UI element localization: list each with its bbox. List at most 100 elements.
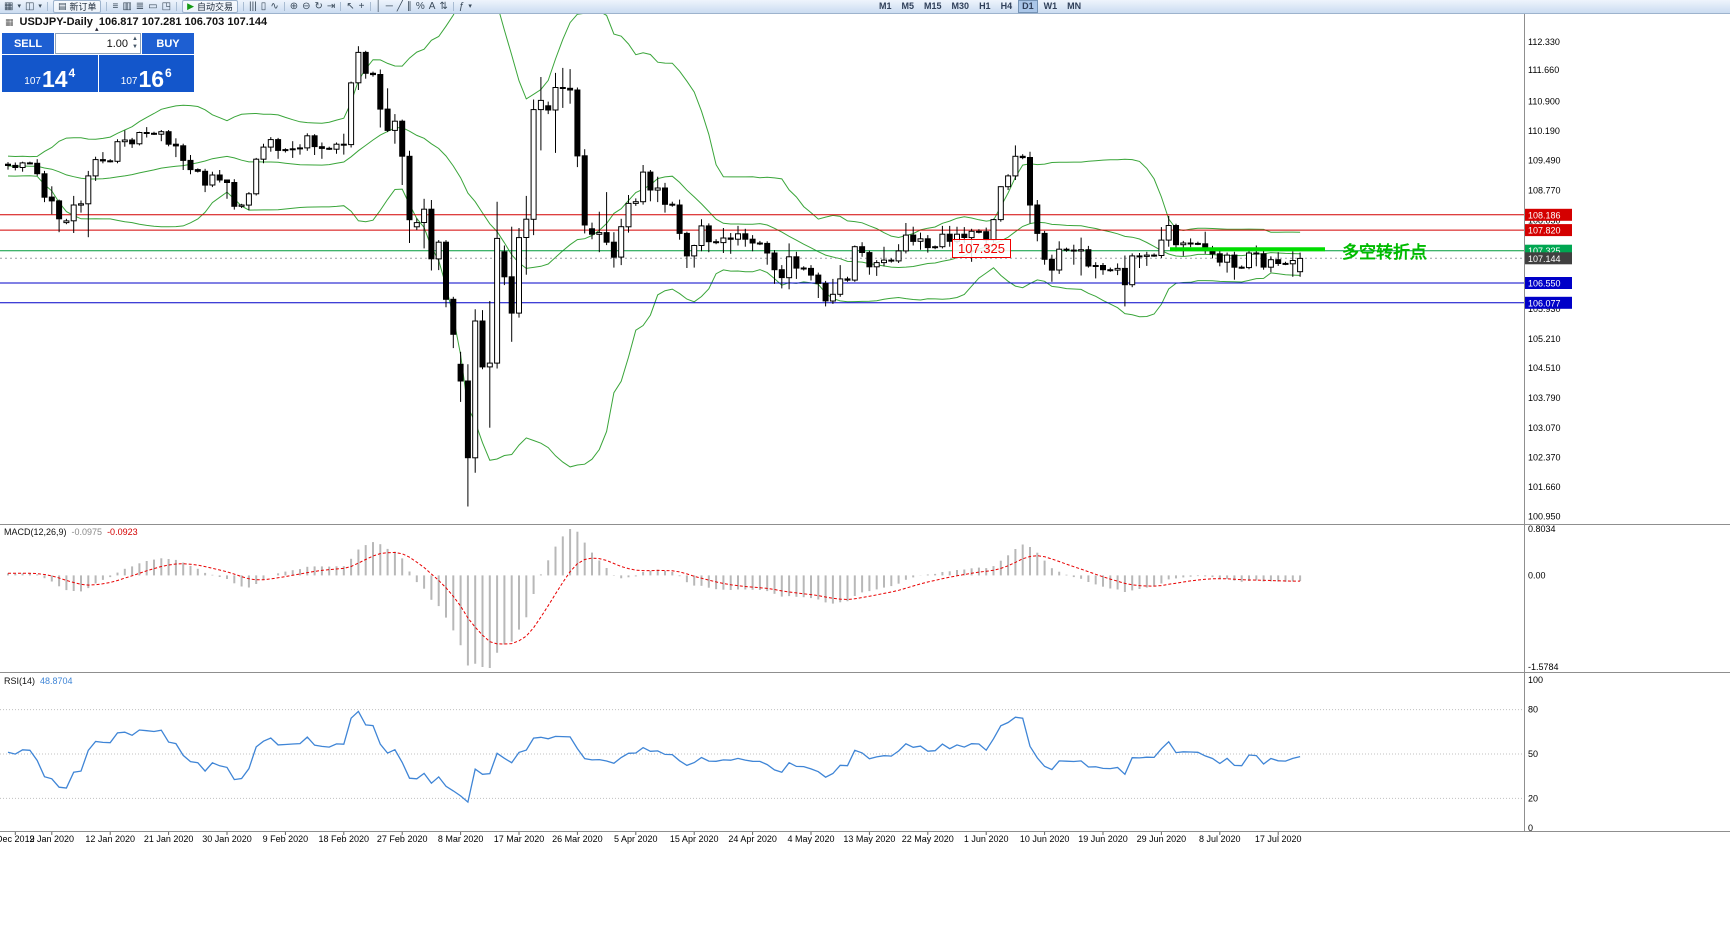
zoom-out-icon[interactable]: ⊖ <box>302 0 311 12</box>
new-order-button[interactable]: ▤ 新订单 <box>52 0 102 13</box>
rsi-axis: 100 80 50 20 0 <box>1528 675 1543 833</box>
svg-text:0: 0 <box>1528 823 1533 833</box>
svg-text:20: 20 <box>1528 793 1538 803</box>
timeframe-m15-button[interactable]: M15 <box>924 1 942 11</box>
toolbar-separator <box>452 2 454 11</box>
turning-point-label[interactable]: 多空转折点 <box>1342 243 1427 263</box>
svg-text:109.490: 109.490 <box>1528 155 1561 165</box>
toolbar-separator <box>340 2 342 11</box>
buy-button[interactable]: BUY <box>142 33 194 54</box>
panel-separators <box>0 13 1730 832</box>
sell-price-button[interactable]: 107 14 4 <box>2 55 98 92</box>
toolbar-left-group: ▦ ▾ ◫ ▾ ▤ 新订单 ≡ ▥ ≣ ▭ ◳ ▶ 自动交易 ||| ▯ ∿ ⊕ ⊖ ↻ ⇥ ↖ + │ ─ ╱ ∥% A ⇅ ƒ ▾ <box>2 0 474 13</box>
strategy-tester-icon[interactable]: ◳ <box>161 0 172 12</box>
buy-price-button[interactable]: 107 16 6 <box>98 55 194 92</box>
vertical-line-icon[interactable]: │ <box>375 0 382 12</box>
svg-text:9 Feb 2020: 9 Feb 2020 <box>263 834 309 844</box>
bid-sup: 4 <box>68 66 76 80</box>
macd-indicator-label: MACD(12,26,9) -0.0975 -0.0923 <box>4 527 138 537</box>
bid-base: 107 <box>24 76 41 87</box>
navigator-icon[interactable]: ≣ <box>135 0 145 12</box>
data-window-icon[interactable]: ▥ <box>122 0 132 12</box>
timeframe-w1-button[interactable]: W1 <box>1043 1 1058 11</box>
svg-text:17 Jul 2020: 17 Jul 2020 <box>1255 834 1302 844</box>
candlestick-chart-icon[interactable]: ▯ <box>260 0 267 12</box>
ask-sup: 6 <box>165 66 172 80</box>
one-click-collapse-arrow[interactable]: ▴ <box>95 26 99 33</box>
auto-trading-button-icon: ▶ <box>187 1 194 11</box>
macd-signal-value: -0.0923 <box>107 527 138 537</box>
indicators-icon[interactable]: ƒ <box>458 0 465 12</box>
svg-text:100: 100 <box>1528 675 1543 685</box>
svg-text:0.00: 0.00 <box>1528 570 1546 580</box>
svg-text:26 Mar 2020: 26 Mar 2020 <box>552 834 603 844</box>
svg-text:30 Jan 2020: 30 Jan 2020 <box>202 834 252 844</box>
toolbar-separator <box>106 2 108 11</box>
horizontal-line-icon[interactable]: ─ <box>385 0 393 12</box>
rsi-indicator-label: RSI(14) 48.8704 <box>4 676 73 686</box>
svg-text:108.186: 108.186 <box>1528 210 1561 220</box>
svg-text:4 May 2020: 4 May 2020 <box>787 834 834 844</box>
svg-text:-1.5784: -1.5784 <box>1528 662 1559 672</box>
profiles-dropdown-icon[interactable]: ▾ <box>38 2 42 10</box>
market-watch-icon[interactable]: ≡ <box>112 0 119 12</box>
new-chart-icon[interactable]: ▦ <box>4 0 14 12</box>
rsi-level-lines <box>0 709 1524 799</box>
symbol-name: USDJPY-Daily <box>19 16 93 28</box>
svg-text:29 Jun 2020: 29 Jun 2020 <box>1137 834 1187 844</box>
line-chart-icon[interactable]: ∿ <box>270 0 279 12</box>
sell-button[interactable]: SELL <box>2 33 54 54</box>
timeframe-m30-button[interactable]: M30 <box>951 1 970 11</box>
svg-text:13 May 2020: 13 May 2020 <box>843 834 895 844</box>
svg-text:Dec 2019: Dec 2019 <box>0 834 35 844</box>
symbol-ohlc: 106.817 107.281 106.703 107.144 <box>98 16 268 28</box>
timeframe-mn-button[interactable]: MN <box>1067 1 1082 11</box>
timeframe-m5-button[interactable]: M5 <box>901 1 915 11</box>
svg-text:110.190: 110.190 <box>1528 126 1560 136</box>
timeframe-h4-button[interactable]: H4 <box>1000 1 1013 11</box>
timeframe-d1-button[interactable]: D1 <box>1018 0 1038 13</box>
text-label-icon[interactable]: A <box>428 0 436 12</box>
svg-text:17 Mar 2020: 17 Mar 2020 <box>494 834 545 844</box>
svg-text:18 Feb 2020: 18 Feb 2020 <box>319 834 370 844</box>
svg-text:1 Jun 2020: 1 Jun 2020 <box>964 834 1009 844</box>
auto-scroll-icon[interactable]: ↻ <box>314 0 323 12</box>
price-level-annotation[interactable]: 107.325 <box>952 239 1011 258</box>
svg-text:106.550: 106.550 <box>1528 279 1561 289</box>
volume-spinner[interactable]: ▲ ▼ <box>132 36 138 50</box>
macd-main-value: -0.0975 <box>71 527 103 537</box>
timeframe-h1-button[interactable]: H1 <box>979 1 991 11</box>
price-axis[interactable]: 112.330 111.660 110.900 110.190 109.490 108.7… <box>1525 37 1572 522</box>
chart-shift-icon[interactable]: ⇥ <box>326 0 336 12</box>
svg-text:106.077: 106.077 <box>1528 298 1561 308</box>
svg-text:50: 50 <box>1528 749 1538 759</box>
fibonacci-icon[interactable]: % <box>415 0 425 12</box>
volume-input[interactable]: 1.00 ▲ ▼ <box>55 33 141 54</box>
cursor-icon[interactable]: ↖ <box>346 0 355 12</box>
svg-text:105.930: 105.930 <box>1528 304 1561 314</box>
macd-signal-line <box>8 551 1301 645</box>
profiles-icon[interactable]: ◫ <box>24 0 35 12</box>
toolbar-separator <box>176 2 178 11</box>
channel-icon[interactable]: ∥ <box>406 0 412 12</box>
indicators-dropdown-icon[interactable]: ▾ <box>468 2 472 10</box>
auto-trading-button[interactable]: ▶ 自动交易 <box>182 0 238 13</box>
terminal-icon[interactable]: ▭ <box>148 0 158 12</box>
zoom-in-icon[interactable]: ⊕ <box>289 0 299 12</box>
arrows-icon[interactable]: ⇅ <box>439 0 448 12</box>
chart-dropdown-icon[interactable]: ▾ <box>17 2 21 10</box>
bid-big: 14 <box>41 66 68 92</box>
auto-trading-button-label: 自动交易 <box>196 2 233 12</box>
new-order-button-label: 新订单 <box>69 2 97 12</box>
svg-text:101.660: 101.660 <box>1528 482 1561 492</box>
svg-text:103.070: 103.070 <box>1528 423 1561 433</box>
crosshair-icon[interactable]: + <box>358 0 365 12</box>
svg-text:100.950: 100.950 <box>1528 512 1561 522</box>
trendline-icon[interactable]: ╱ <box>396 0 403 12</box>
bar-chart-icon[interactable]: ||| <box>249 0 257 12</box>
svg-text:111.660: 111.660 <box>1528 65 1559 75</box>
timeframe-m1-button[interactable]: M1 <box>879 1 892 11</box>
